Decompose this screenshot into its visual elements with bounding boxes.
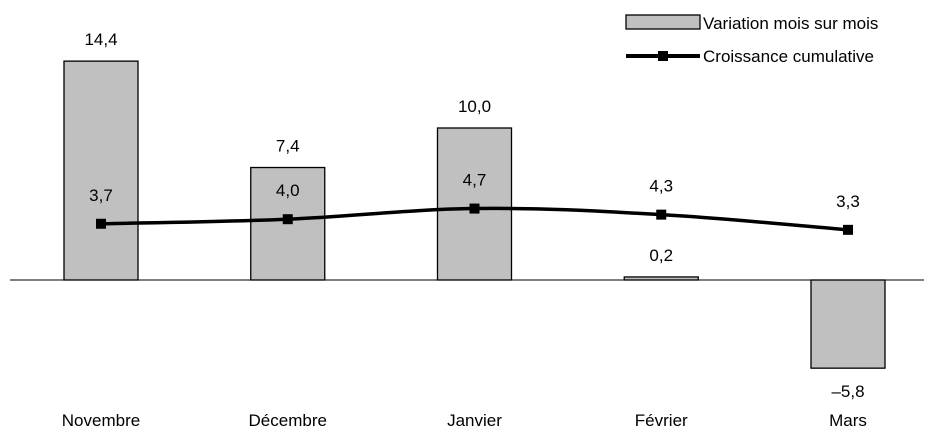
legend: Variation mois sur mois Croissance cumul…	[625, 14, 878, 66]
bar-value-label: –5,8	[831, 382, 864, 401]
line-marker-février	[656, 209, 667, 220]
category-label: Janvier	[447, 411, 502, 430]
category-label: Mars	[829, 411, 867, 430]
legend-bar-swatch	[625, 14, 701, 30]
legend-line-marker	[658, 51, 668, 61]
line-marker-novembre	[96, 218, 106, 229]
category-label: Décembre	[249, 411, 327, 430]
labels-layer: 14,4 7,4 10,0 0,2 –5,8 3,7 4,0 4,7 4,3 3,3 Novembr…	[62, 30, 867, 430]
legend-line-label: Croissance cumulative	[703, 47, 874, 66]
line-value-label: 4,0	[276, 181, 300, 200]
line-marker-décembre	[282, 214, 293, 225]
line-value-label: 3,7	[89, 186, 113, 205]
bar-value-label: 0,2	[649, 246, 673, 265]
category-label: Novembre	[62, 411, 140, 430]
line-marker-mars	[843, 224, 853, 235]
bar-value-label: 10,0	[458, 97, 491, 116]
bar-mars	[810, 279, 886, 369]
legend-bar-label: Variation mois sur mois	[703, 14, 878, 33]
line-value-label: 4,7	[463, 171, 487, 190]
bar-novembre	[63, 60, 139, 281]
line-value-label: 3,3	[836, 192, 860, 211]
bar-value-label: 7,4	[276, 137, 300, 156]
line-marker-janvier	[469, 203, 480, 214]
line-value-label: 4,3	[649, 177, 673, 196]
line-layer	[96, 203, 853, 235]
bar-value-label: 14,4	[84, 30, 117, 49]
category-label: Février	[635, 411, 688, 430]
